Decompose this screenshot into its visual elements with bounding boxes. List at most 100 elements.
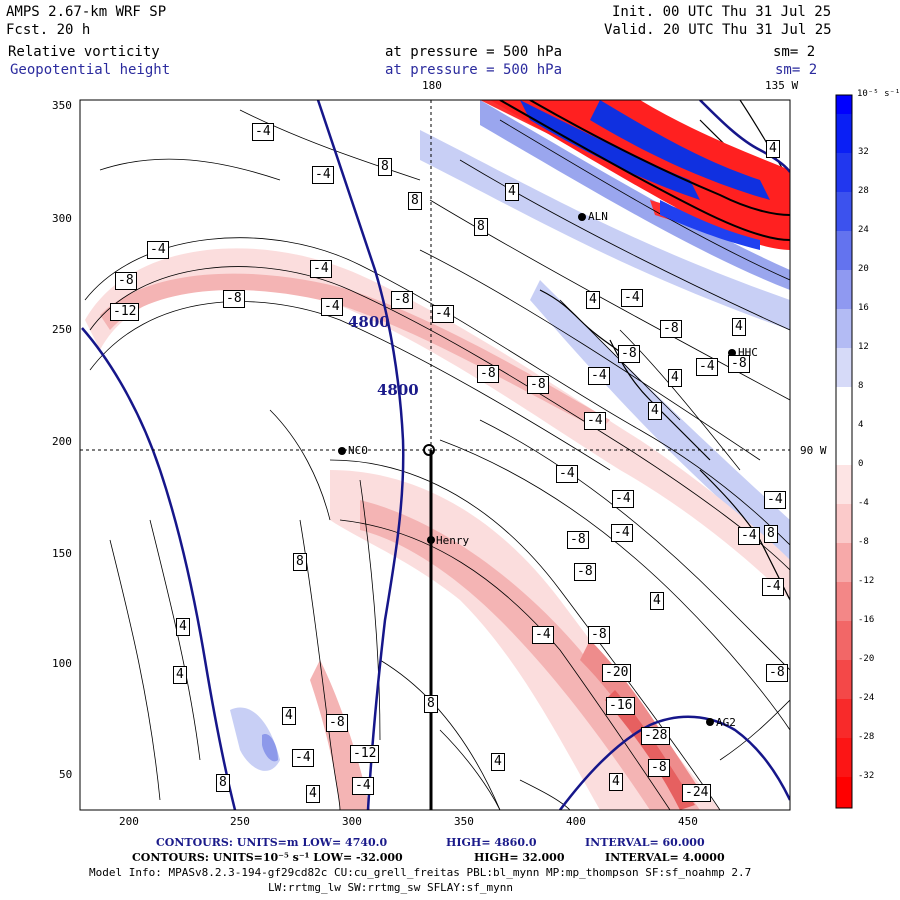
y-tick-100: 100 xyxy=(52,657,72,670)
vorticity-contour-label: 4 xyxy=(766,140,780,158)
vorticity-contour-label: 4 xyxy=(732,318,746,336)
vorticity-contour-label: -4 xyxy=(612,490,634,508)
vorticity-contour-label: -8 xyxy=(648,759,670,777)
x-tick-300: 300 xyxy=(342,815,362,828)
vorticity-contour-label: 4 xyxy=(306,785,320,803)
vorticity-contour-label: -8 xyxy=(477,365,499,383)
footer-height-interval: INTERVAL= 60.000 xyxy=(585,836,705,849)
vorticity-contour-label: -4 xyxy=(764,491,786,509)
height-label: 4800 xyxy=(377,381,419,399)
field1-level: at pressure = 500 hPa xyxy=(385,44,563,60)
vorticity-contour-label: -8 xyxy=(618,345,640,363)
vorticity-contour-label: -4 xyxy=(611,524,633,542)
vorticity-contour-label: 4 xyxy=(609,773,623,791)
footer-model-info-2: LW:rrtmg_lw SW:rrtmg_sw SFLAY:sf_mynn xyxy=(268,881,514,894)
station-marker-henry xyxy=(427,536,435,544)
lat-90w-label: 90 W xyxy=(800,444,827,457)
vorticity-contour-label: -4 xyxy=(738,527,760,545)
x-tick-450: 450 xyxy=(678,815,698,828)
y-tick-350: 350 xyxy=(52,99,72,112)
field2-name: Geopotential height xyxy=(10,62,171,78)
footer-model-info: Model Info: MPASv8.2.3-194-gf29cd82c CU:… xyxy=(89,866,752,879)
vorticity-contour-label: -4 xyxy=(310,260,332,278)
vorticity-contour-label: 4 xyxy=(173,666,187,684)
vorticity-contour-label: 4 xyxy=(650,592,664,610)
vorticity-contour-label: 8 xyxy=(764,525,778,543)
vorticity-contour-label: -20 xyxy=(602,664,632,682)
x-tick-400: 400 xyxy=(566,815,586,828)
colorbar-tick-label: 16 xyxy=(858,303,869,313)
vorticity-contour-label: -4 xyxy=(312,166,334,184)
colorbar-tick-label: -12 xyxy=(858,576,875,586)
vorticity-contour-label: -24 xyxy=(682,784,712,802)
height-label: 4800 xyxy=(348,313,390,331)
station-marker-nco xyxy=(338,447,346,455)
x-tick-350: 350 xyxy=(454,815,474,828)
y-tick-300: 300 xyxy=(52,212,72,225)
footer-vort-low: CONTOURS: UNITS=10⁻⁵ s⁻¹ LOW= -32.000 xyxy=(132,851,403,864)
vorticity-contour-label: -4 xyxy=(352,777,374,795)
vorticity-contour-label: -8 xyxy=(588,626,610,644)
vorticity-contour-label: 4 xyxy=(282,707,296,725)
station-label-henry: Henry xyxy=(436,534,470,547)
vorticity-contour-label: 8 xyxy=(293,553,307,571)
vorticity-contour-label: -8 xyxy=(766,664,788,682)
footer-vort-high: HIGH= 32.000 xyxy=(474,851,565,864)
vorticity-contour-label: -8 xyxy=(223,290,245,308)
colorbar-tick-label: 24 xyxy=(858,225,869,235)
vorticity-contour-label: -4 xyxy=(292,749,314,767)
vorticity-contour-label: -12 xyxy=(110,303,140,321)
colorbar-tick-label: 8 xyxy=(858,381,864,391)
station-label-aln: ALN xyxy=(588,210,608,223)
footer-vort-interval: INTERVAL= 4.0000 xyxy=(605,851,725,864)
colorbar-tick-label: -28 xyxy=(858,732,875,742)
vorticity-contour-label: -4 xyxy=(556,465,578,483)
station-marker-ag2 xyxy=(706,718,714,726)
vorticity-contour-label: -8 xyxy=(326,714,348,732)
vorticity-contours xyxy=(84,109,790,810)
pole-marker xyxy=(423,444,435,456)
forecast-hour: Fcst. 20 h xyxy=(6,22,91,38)
field1-name: Relative vorticity xyxy=(8,44,160,60)
colorbar-tick-label: -16 xyxy=(858,615,875,625)
height-contours xyxy=(81,100,790,810)
colorbar-tick-label: -8 xyxy=(858,537,869,547)
valid-time: Valid. 20 UTC Thu 31 Jul 25 xyxy=(604,22,832,38)
colorbar-tick-label: -4 xyxy=(858,498,869,508)
station-label-nco: NCO xyxy=(348,444,368,457)
x-tick-250: 250 xyxy=(230,815,250,828)
y-tick-250: 250 xyxy=(52,323,72,336)
vorticity-contour-label: 4 xyxy=(505,183,519,201)
y-tick-200: 200 xyxy=(52,435,72,448)
model-title: AMPS 2.67-km WRF SP xyxy=(6,4,167,20)
vorticity-contour-label: -4 xyxy=(252,123,274,141)
vorticity-contour-label: -4 xyxy=(432,305,454,323)
colorbar-tick-label: 0 xyxy=(858,459,864,469)
vorticity-contour-label: -4 xyxy=(321,298,343,316)
vorticity-contour-label: 8 xyxy=(424,695,438,713)
vorticity-contour-label: -12 xyxy=(350,745,380,763)
vorticity-contour-label: -8 xyxy=(527,376,549,394)
vorticity-contour-label: 8 xyxy=(216,774,230,792)
lon-180-label: 180 xyxy=(422,79,442,92)
vorticity-contour-label: -8 xyxy=(115,272,137,290)
lon-135w-label: 135 W xyxy=(765,79,799,92)
vorticity-contour-label: 4 xyxy=(176,618,190,636)
colorbar xyxy=(835,94,853,809)
vorticity-contour-label: -8 xyxy=(660,320,682,338)
vorticity-contour-label: -8 xyxy=(728,355,750,373)
x-tick-200: 200 xyxy=(119,815,139,828)
vorticity-contour-label: -8 xyxy=(574,563,596,581)
station-marker-aln xyxy=(578,213,586,221)
y-tick-50: 50 xyxy=(59,768,73,781)
colorbar-tick-label: 4 xyxy=(858,420,864,430)
vorticity-contour-label: -4 xyxy=(532,626,554,644)
footer-height-low: CONTOURS: UNITS=m LOW= 4740.0 xyxy=(156,836,388,849)
y-tick-150: 150 xyxy=(52,547,72,560)
vorticity-contour-label: -8 xyxy=(391,291,413,309)
vorticity-contour-label: -4 xyxy=(588,367,610,385)
vorticity-contour-label: -4 xyxy=(147,241,169,259)
footer-height-high: HIGH= 4860.0 xyxy=(446,836,537,849)
vorticity-contour-label: 4 xyxy=(586,291,600,309)
